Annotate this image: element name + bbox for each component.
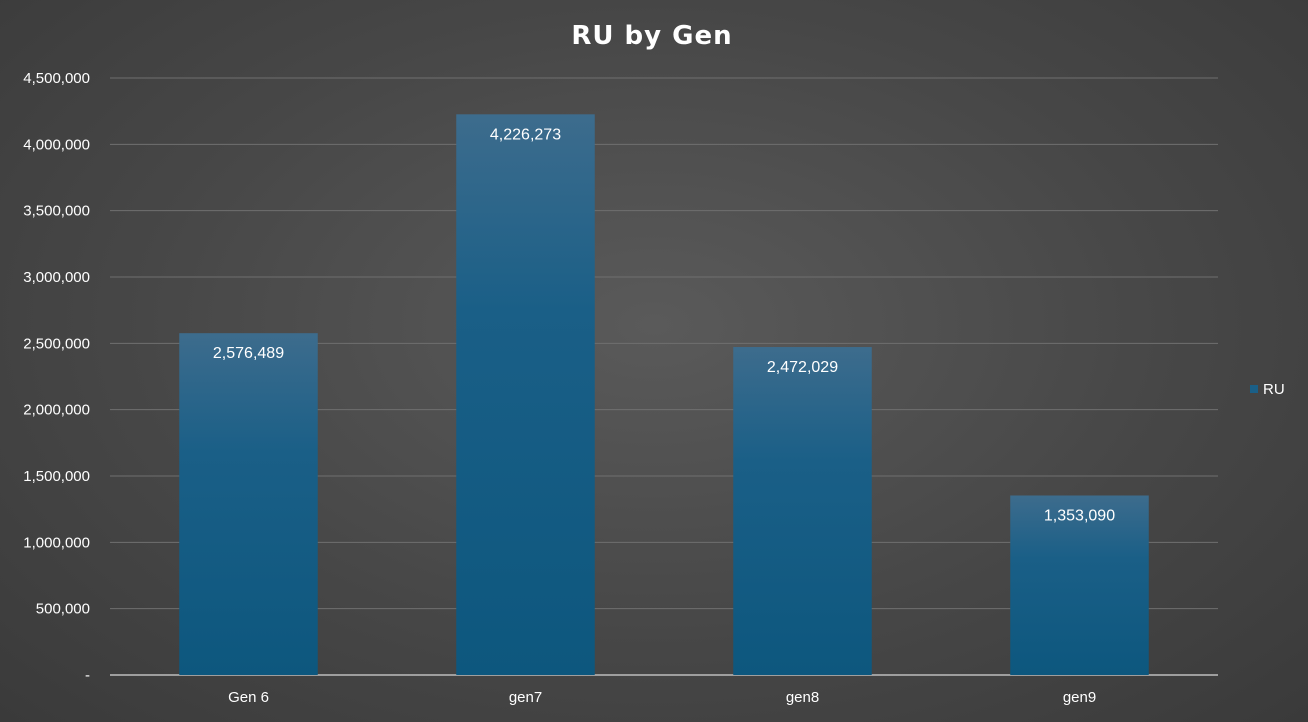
y-tick-label: 1,000,000 <box>23 534 90 551</box>
y-tick-label: 4,500,000 <box>23 70 90 87</box>
bar <box>733 347 872 675</box>
data-label: 2,472,029 <box>767 359 838 376</box>
y-tick-label: 3,500,000 <box>23 203 90 220</box>
x-tick-label: gen9 <box>1063 689 1096 706</box>
data-label: 1,353,090 <box>1044 507 1115 524</box>
x-axis-ticks: Gen 6 gen7 gen8 gen9 <box>228 689 1096 706</box>
y-tick-label: 2,500,000 <box>23 335 90 352</box>
legend-swatch <box>1250 385 1258 393</box>
y-tick-label: - <box>85 667 90 684</box>
x-tick-label: gen8 <box>786 689 819 706</box>
chart-title: RU by Gen <box>571 21 732 51</box>
y-tick-label: 2,000,000 <box>23 402 90 419</box>
legend-label: RU <box>1263 381 1285 398</box>
y-tick-label: 1,500,000 <box>23 468 90 485</box>
data-label: 4,226,273 <box>490 126 561 143</box>
y-tick-label: 500,000 <box>36 601 90 618</box>
data-label: 2,576,489 <box>213 345 284 362</box>
x-tick-label: gen7 <box>509 689 542 706</box>
bar <box>456 114 595 675</box>
y-tick-label: 3,000,000 <box>23 269 90 286</box>
y-axis-ticks: - 500,000 1,000,000 1,500,000 2,000,000 2,500… <box>23 70 90 684</box>
legend: RU <box>1250 381 1285 398</box>
bar <box>179 333 318 675</box>
bar <box>1010 495 1149 675</box>
y-tick-label: 4,000,000 <box>23 136 90 153</box>
bars: 2,576,489 4,226,273 2,472,029 1,353,090 <box>179 114 1149 675</box>
x-tick-label: Gen 6 <box>228 689 269 706</box>
